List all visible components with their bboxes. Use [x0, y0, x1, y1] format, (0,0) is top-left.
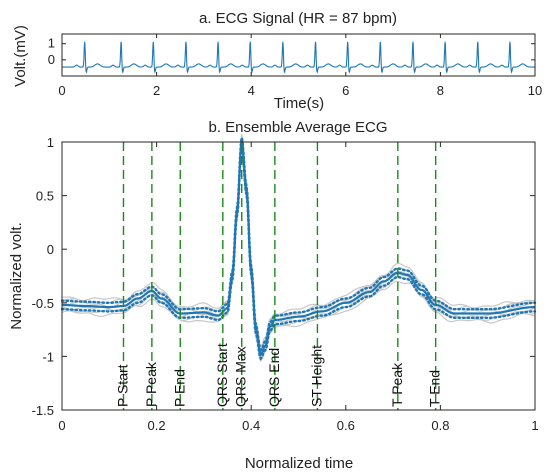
panel-b-x-tick-label: 0 [58, 418, 65, 433]
panel-b-title: b. Ensemble Average ECG [209, 119, 388, 136]
panel-a-y-tick-label: 0 [48, 52, 55, 67]
panel-a-x-tick-label: 10 [528, 83, 542, 98]
panel-b-y-label: Normalized volt. [8, 222, 25, 330]
panel-a-x-tick-label: 8 [437, 83, 444, 98]
panel-b-beat-trace [61, 143, 536, 358]
event-label-p-end: P End [171, 369, 187, 407]
event-label-p-peak: P Peak [143, 361, 159, 407]
panel-b-x-tick-label: 0.4 [242, 418, 260, 433]
panel-a-axes [61, 33, 536, 77]
panel-a-x-tick-label: 4 [248, 83, 255, 98]
event-label-st-height: ST Height [308, 345, 324, 407]
panel-b-beat-trace [61, 149, 536, 363]
panel-b-beat-trace [62, 134, 535, 348]
event-label-p-start: P Start [114, 364, 130, 407]
event-label-t-peak: T Peak [389, 362, 405, 407]
panel-b-series [60, 137, 537, 361]
panel-a-x-label: Time(s) [274, 95, 324, 112]
panel-b-mean-line [62, 141, 535, 357]
panel-b: b. Ensemble Average ECG Normalized volt.… [8, 119, 539, 472]
panel-a-x-tick-label: 0 [58, 83, 65, 98]
panel-a-x-tick-label: 6 [342, 83, 349, 98]
panel-b-y-tick-label: -1 [42, 349, 54, 364]
panel-b-lower-confidence-line [60, 146, 537, 361]
panel-b-event-markers: P Start P Peak P End QRS Start QRS Max QRS En… [114, 142, 443, 410]
panel-a-ecg-trace [62, 41, 535, 74]
panel-a-series [62, 41, 535, 74]
panel-b-x-label: Normalized time [245, 455, 353, 472]
panel-a-title: a. ECG Signal (HR = 87 bpm) [199, 10, 397, 27]
panel-b-x-tick-label: 0.6 [337, 418, 355, 433]
panel-b-variability-band [61, 134, 536, 363]
panel-b-x-tick-label: 0.8 [431, 418, 449, 433]
event-label-qrs-start: QRS Start [214, 343, 230, 407]
panel-b-upper-confidence-line [60, 137, 537, 353]
panel-b-y-tick-label: -1.5 [32, 403, 54, 418]
panel-b-ticks: 0 0.2 0.4 0.6 0.8 1 -1.5 -1 -0.5 0 0.5 1 [32, 135, 539, 433]
panel-b-y-tick-label: 1 [47, 135, 54, 150]
panel-b-x-tick-label: 1 [531, 418, 538, 433]
event-label-t-end: T End [427, 370, 443, 407]
event-label-qrs-end: QRS End [266, 348, 282, 407]
panel-b-y-tick-label: -0.5 [32, 296, 54, 311]
panel-a-y-tick-label: 1 [48, 36, 55, 51]
panel-b-y-tick-label: 0.5 [36, 189, 54, 204]
panel-b-x-tick-label: 0.2 [148, 418, 166, 433]
panel-a-x-tick-label: 2 [153, 83, 160, 98]
panel-a-y-label: Volt.(mV) [12, 25, 29, 87]
panel-b-axes [61, 141, 536, 411]
panel-b-y-tick-label: 0 [47, 242, 54, 257]
event-label-qrs-max: QRS Max [233, 346, 249, 407]
panel-a: a. ECG Signal (HR = 87 bpm) Volt.(mV) Ti… [12, 10, 542, 112]
